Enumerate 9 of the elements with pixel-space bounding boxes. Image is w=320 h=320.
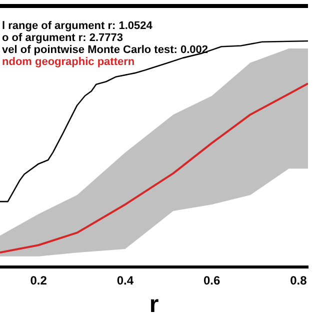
text: ndom geographic pattern [2, 56, 135, 68]
text: l range of argument r: 1.0524 [2, 20, 154, 32]
annotation: vel of pointwise Monte Carlo test: 0.002 [2, 44, 208, 56]
x-tick-label: 0.8 [290, 273, 308, 288]
x-axis-title: r [149, 291, 159, 318]
x-tick-label: 0.4 [116, 273, 134, 288]
x-tick-label: 0.2 [30, 273, 48, 288]
x-tick-label: 0.6 [203, 273, 220, 288]
annotation: o of argument r: 2.7773 [2, 32, 124, 44]
